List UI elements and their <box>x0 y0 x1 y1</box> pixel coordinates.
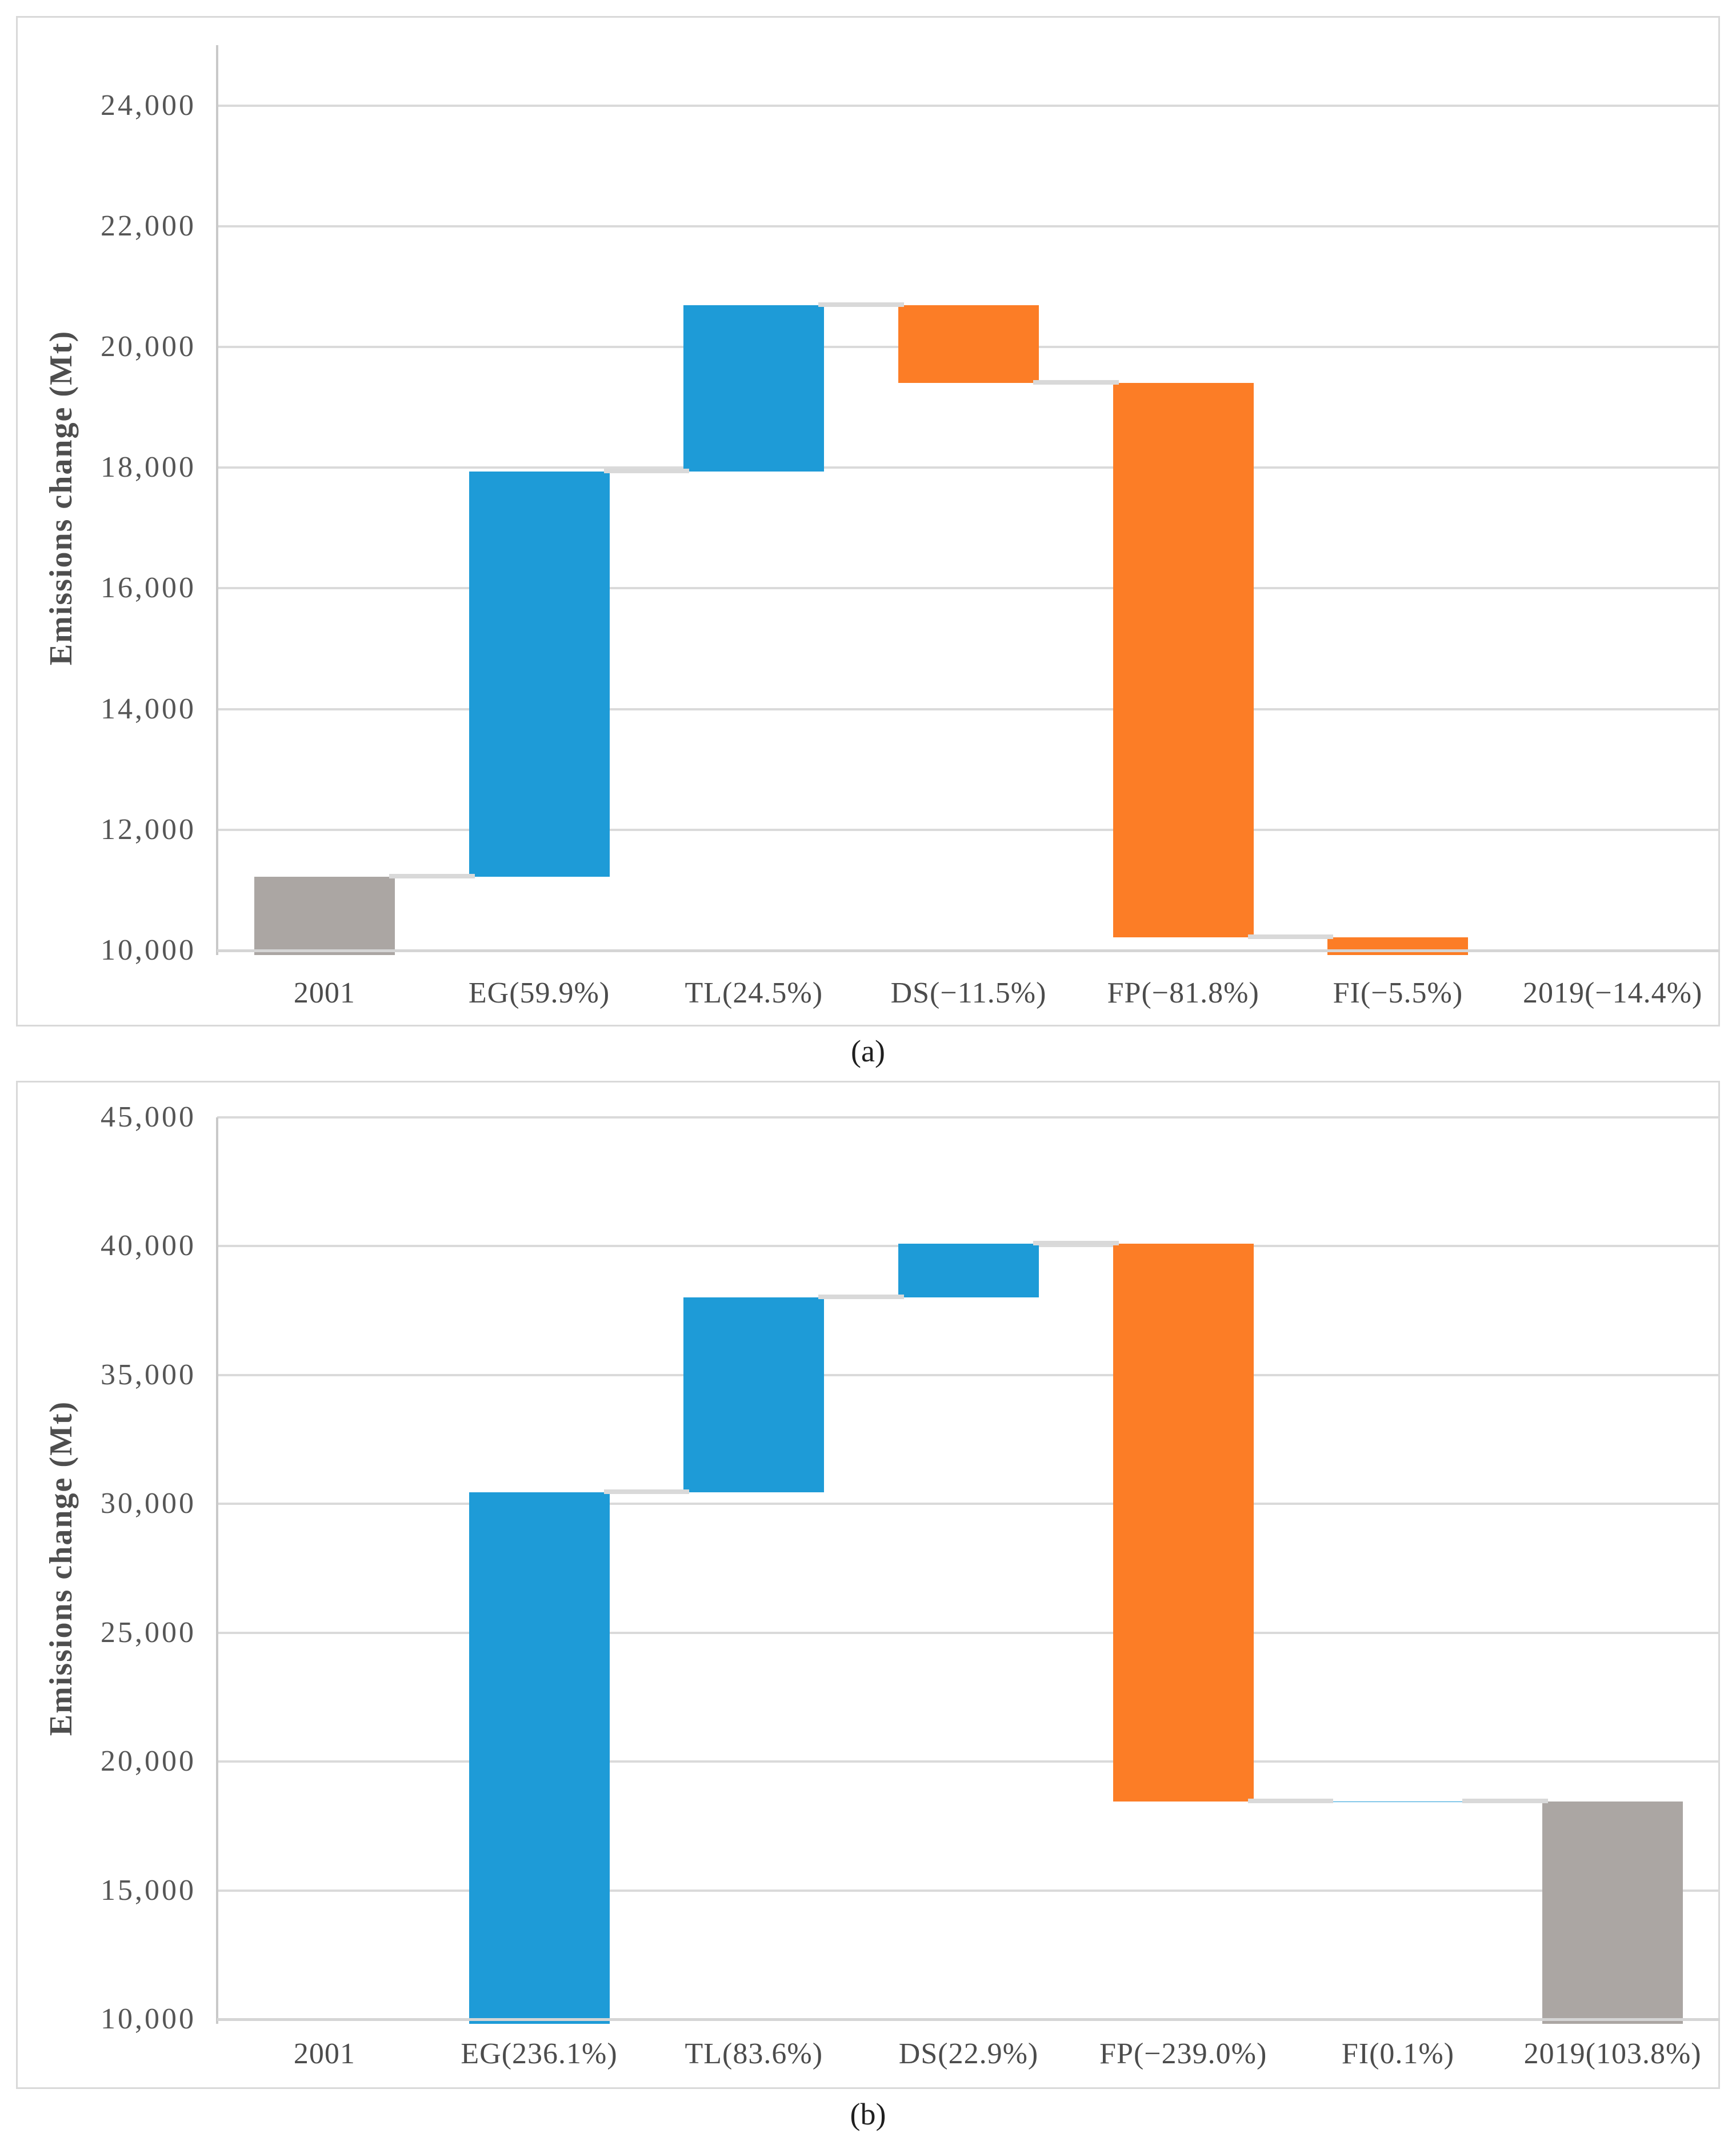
connector-a-0 <box>389 874 475 879</box>
x-tick-label-b-2: TL(83.6%) <box>685 2038 823 2070</box>
y-tick-label-40000: 40,000 <box>101 1229 196 1263</box>
x-tick-label-a-2: TL(24.5%) <box>685 977 823 1009</box>
x-tick-label-b-3: DS(22.9%) <box>898 2038 1039 2070</box>
x-tick-label-b-1: EG(236.1%) <box>461 2038 618 2070</box>
bar-b-ds229 <box>898 1243 1039 1297</box>
connector-b-2 <box>818 1294 904 1299</box>
gridline-30000 <box>217 1503 1720 1505</box>
bar-a-2001 <box>254 877 395 955</box>
gridline-12000 <box>217 828 1720 831</box>
x-axis-line <box>217 2018 1720 2021</box>
y-tick-label-24000: 24,000 <box>101 89 196 122</box>
connector-b-1 <box>603 1489 690 1494</box>
gridline-25000 <box>217 1631 1720 1634</box>
x-tick-label-b-5: FI(0.1%) <box>1341 2038 1455 2070</box>
caption-b: (b) <box>850 2097 886 2131</box>
x-axis-line <box>217 949 1720 952</box>
bar-a-ds115 <box>898 305 1039 384</box>
chart-panel-a: Emissions change (Mt) 10,000 12,000 14,000… <box>16 16 1720 1026</box>
y-tick-label-15000: 15,000 <box>101 1874 196 1907</box>
y-tick-label-20000: 20,000 <box>101 1745 196 1778</box>
y-tick-label-16000: 16,000 <box>101 572 196 605</box>
x-tick-label-b-6: 2019(103.8%) <box>1523 2038 1702 2070</box>
x-tick-label-a-6: 2019(−14.4%) <box>1523 977 1703 1009</box>
y-tick-label-30000: 30,000 <box>101 1487 196 1520</box>
bar-b-fp2390 <box>1113 1243 1254 1802</box>
bar-b-tl836 <box>683 1297 825 1492</box>
y-axis-line <box>216 1117 218 2024</box>
x-tick-label-b-0: 2001 <box>293 2038 355 2070</box>
x-tick-label-a-1: EG(59.9%) <box>468 977 610 1009</box>
y-tick-label-10000: 10,000 <box>101 2003 196 2035</box>
connector-b-3 <box>1033 1240 1119 1245</box>
connector-a-1 <box>603 468 690 473</box>
y-tick-label-25000: 25,000 <box>101 1616 196 1649</box>
x-tick-label-a-0: 2001 <box>293 977 355 1009</box>
bar-a-eg599 <box>469 471 610 877</box>
y-tick-label-22000: 22,000 <box>101 209 196 242</box>
y-tick-label-18000: 18,000 <box>101 451 196 484</box>
connector-a-4 <box>1247 934 1334 939</box>
bar-b-20191038 <box>1542 1801 1683 2024</box>
y-axis-title-b: Emissions change (Mt) <box>43 1400 79 1736</box>
x-tick-label-a-5: FI(−5.5%) <box>1333 977 1463 1009</box>
y-tick-label-14000: 14,000 <box>101 692 196 725</box>
bar-b-eg2361 <box>469 1492 610 2024</box>
gridline-18000 <box>217 466 1720 469</box>
gridline-24000 <box>217 104 1720 107</box>
bar-a-fi55 <box>1327 937 1469 955</box>
bar-a-tl245 <box>683 305 825 472</box>
bar-a-fp818 <box>1113 383 1254 937</box>
connector-a-3 <box>1033 380 1119 385</box>
caption-a: (a) <box>851 1034 885 1068</box>
x-tick-label-a-4: FP(−81.8%) <box>1107 977 1259 1009</box>
gridline-16000 <box>217 587 1720 590</box>
gridline-20000 <box>217 1760 1720 1763</box>
x-tick-label-b-4: FP(−239.0%) <box>1099 2038 1267 2070</box>
connector-a-2 <box>818 302 904 307</box>
gridline-45000 <box>217 1116 1720 1119</box>
gridline-14000 <box>217 708 1720 710</box>
y-tick-label-10000: 10,000 <box>101 934 196 966</box>
y-axis-line <box>216 45 218 955</box>
y-tick-label-35000: 35,000 <box>101 1358 196 1391</box>
connector-b-4 <box>1247 1799 1334 1804</box>
gridline-22000 <box>217 225 1720 227</box>
x-tick-label-a-3: DS(−11.5%) <box>890 977 1047 1009</box>
gridline-15000 <box>217 1889 1720 1892</box>
y-tick-label-45000: 45,000 <box>101 1101 196 1133</box>
gridline-35000 <box>217 1373 1720 1376</box>
connector-b-5 <box>1462 1798 1549 1803</box>
y-tick-label-12000: 12,000 <box>101 813 196 846</box>
chart-panel-b: Emissions change (Mt) 10,000 15,000 20,000… <box>16 1081 1720 2089</box>
y-tick-label-20000: 20,000 <box>101 330 196 363</box>
y-axis-title-a: Emissions change (Mt) <box>43 330 79 666</box>
